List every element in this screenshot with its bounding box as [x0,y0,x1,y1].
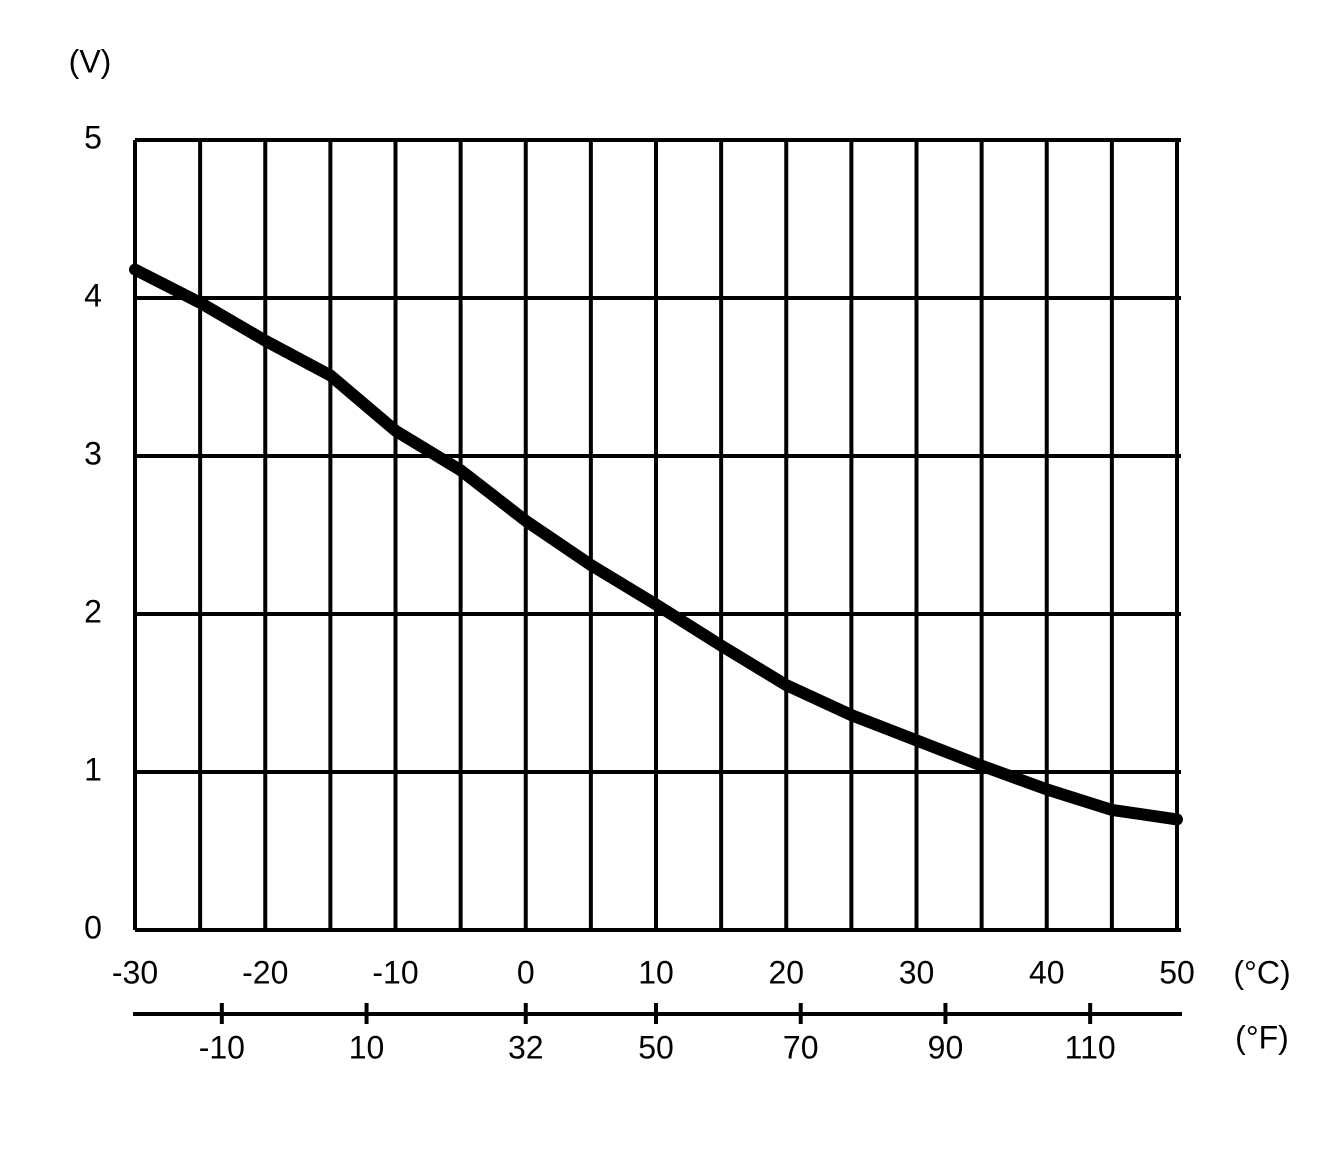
x2-tick-label: 32 [508,1029,544,1065]
x2-tick-label: 110 [1065,1029,1116,1065]
x2-tick-label: 70 [783,1029,819,1065]
y-tick-label: 0 [84,909,102,945]
x-tick-label: -30 [112,954,158,990]
y-tick-label: 2 [84,593,102,629]
x-tick-label: 20 [768,954,804,990]
x-tick-label: -20 [242,954,288,990]
x-tick-label: 50 [1159,954,1195,990]
y-axis-label: (V) [69,43,112,79]
y-tick-label: 4 [84,277,102,313]
x-tick-label: 10 [638,954,674,990]
x2-tick-label: -10 [199,1029,245,1065]
x-tick-label: -10 [372,954,418,990]
y-tick-label: 1 [84,751,102,787]
x2-tick-label: 90 [928,1029,964,1065]
x-tick-label: 30 [899,954,935,990]
y-tick-label: 3 [84,435,102,471]
x2-tick-label: 10 [349,1029,385,1065]
x-tick-label: 0 [517,954,535,990]
y-tick-label: 5 [84,119,102,155]
x2-tick-label: 50 [638,1029,674,1065]
x-tick-label: 40 [1029,954,1065,990]
data-line [129,263,1183,826]
x2-axis-label: (°F) [1235,1019,1289,1055]
x-axis-label: (°C) [1233,954,1290,990]
